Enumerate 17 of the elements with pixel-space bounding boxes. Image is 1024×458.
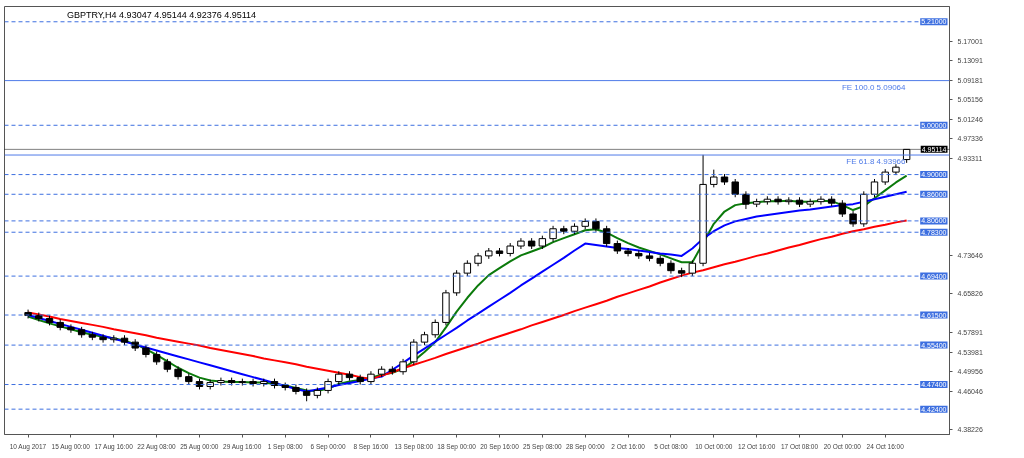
candlestick — [410, 338, 418, 366]
candlestick — [624, 247, 632, 257]
candlestick — [431, 318, 439, 339]
candlestick — [217, 377, 225, 387]
candlestick — [731, 178, 739, 198]
chart-title: GBPTRY,H4 4.93047 4.95144 4.92376 4.95114 — [66, 9, 257, 20]
candlestick — [67, 323, 75, 334]
candlestick — [817, 195, 825, 206]
candlestick — [452, 269, 461, 297]
ref-line-label: FE 61.8 4.93966 — [846, 157, 907, 167]
candlestick — [99, 333, 107, 344]
candlestick — [870, 178, 879, 198]
ref-line-label: FE 100.0 5.09064 — [841, 82, 907, 92]
candlestick — [174, 365, 182, 381]
candlestick — [667, 259, 675, 275]
candlestick — [602, 225, 611, 248]
candlestick — [774, 195, 782, 206]
